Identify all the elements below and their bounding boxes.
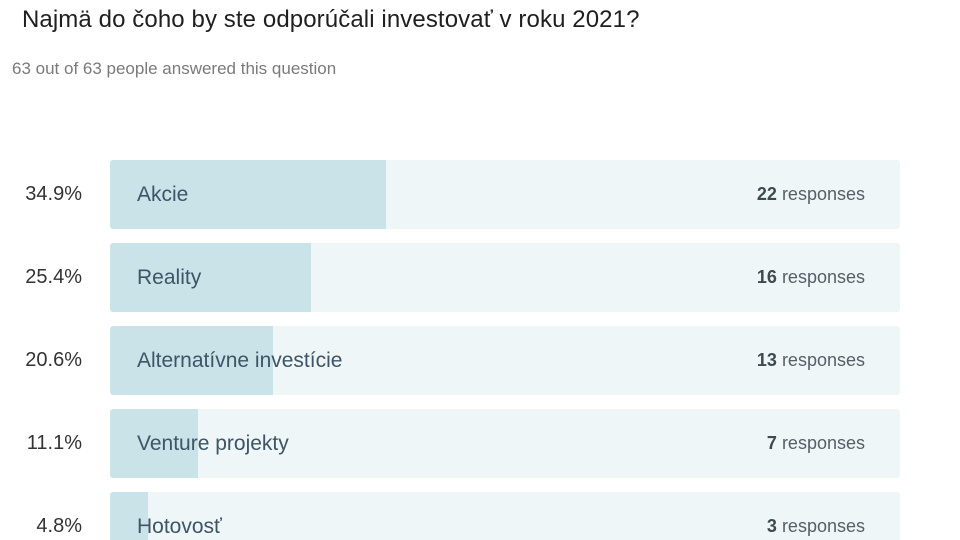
- answer-bar: [110, 492, 148, 540]
- response-count-value: 13: [756, 350, 777, 370]
- answer-percent: 34.9%: [25, 183, 82, 205]
- answer-bar-track: Reality 16 responses: [110, 243, 900, 312]
- answer-bar: [110, 160, 386, 229]
- answer-bar-track: Venture projekty 7 responses: [110, 409, 900, 478]
- response-count-word: responses: [781, 516, 865, 536]
- response-count-value: 16: [756, 267, 777, 287]
- answer-percent: 25.4%: [25, 266, 82, 288]
- answer-label: Reality: [137, 266, 202, 289]
- question-title: Najmä do čoho by ste odporúčali investov…: [22, 6, 640, 33]
- answer-bar-track: Alternatívne investície 13 responses: [110, 326, 900, 395]
- answer-percent: 11.1%: [26, 432, 82, 454]
- answer-label: Akcie: [137, 183, 189, 206]
- answer-bar-track: Hotovosť 3 responses: [110, 492, 900, 540]
- answer-bar: [110, 409, 198, 478]
- response-count-word: responses: [781, 184, 865, 204]
- answer-label: Hotovosť: [137, 515, 222, 538]
- response-count-word: responses: [781, 350, 865, 370]
- answer-response-count: 3 responses: [767, 492, 865, 540]
- answer-bar: [110, 243, 311, 312]
- answer-label: Venture projekty: [137, 432, 289, 455]
- response-count-word: responses: [781, 433, 865, 453]
- response-count-word: responses: [781, 267, 865, 287]
- answer-row: 20.6% Alternatívne investície 13 responses: [0, 326, 960, 395]
- answer-label: Alternatívne investície: [137, 349, 343, 372]
- answer-percent: 20.6%: [25, 349, 82, 371]
- answer-row: 11.1% Venture projekty 7 responses: [0, 409, 960, 478]
- answer-response-count: 16 responses: [757, 243, 865, 312]
- answer-percent: 4.8%: [36, 515, 82, 537]
- answer-bar-track: Akcie 22 responses: [110, 160, 900, 229]
- answer-response-count: 13 responses: [757, 326, 865, 395]
- answer-response-count: 7 responses: [767, 409, 865, 478]
- response-count-value: 3: [766, 516, 777, 536]
- answer-row: 4.8% Hotovosť 3 responses: [0, 492, 960, 540]
- answer-row: 25.4% Reality 16 responses: [0, 243, 960, 312]
- answered-count-text: 63 out of 63 people answered this questi…: [12, 59, 337, 78]
- answer-row: 34.9% Akcie 22 responses: [0, 160, 960, 229]
- response-count-value: 22: [756, 184, 777, 204]
- response-count-value: 7: [766, 433, 777, 453]
- answer-bar: [110, 326, 273, 395]
- answer-response-count: 22 responses: [757, 160, 865, 229]
